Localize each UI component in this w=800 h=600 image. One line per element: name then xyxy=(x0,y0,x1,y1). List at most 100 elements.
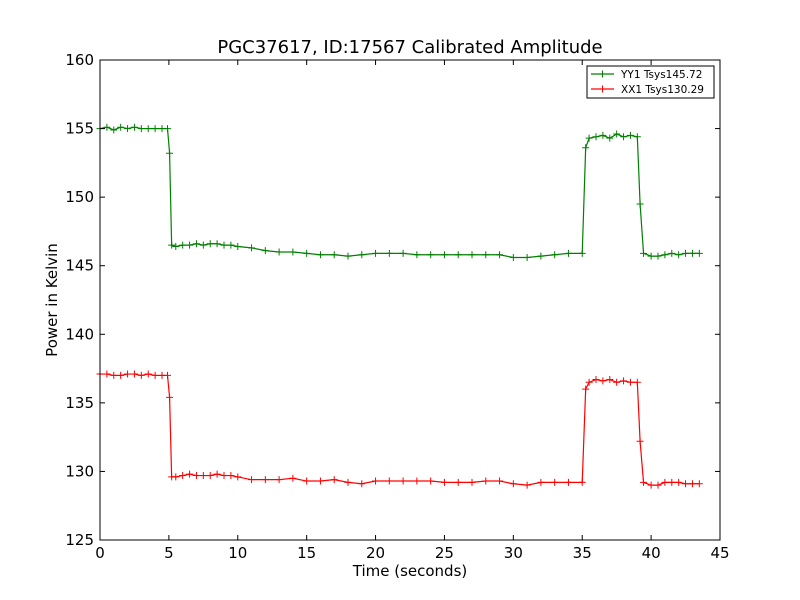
data-point xyxy=(654,252,662,260)
legend-label: XX1 Tsys130.29 xyxy=(621,84,704,96)
data-point xyxy=(316,477,324,485)
data-point xyxy=(688,249,696,257)
data-point xyxy=(172,473,180,481)
data-point xyxy=(179,241,187,249)
data-point xyxy=(124,125,132,133)
data-point xyxy=(213,240,221,248)
data-point xyxy=(454,478,462,486)
data-point xyxy=(633,133,641,141)
data-point xyxy=(427,477,435,485)
data-point xyxy=(199,241,207,249)
data-point xyxy=(620,377,628,385)
data-point xyxy=(261,247,269,255)
data-point xyxy=(654,481,662,489)
data-point xyxy=(220,241,228,249)
data-point xyxy=(640,478,648,486)
data-point xyxy=(330,476,338,484)
axis-ticks: 0 5 10 15 20 25 30 35 40 45 125 130 135 140 145 150 155 1… xyxy=(65,51,729,562)
data-point xyxy=(626,131,634,139)
y-tick-label: 145 xyxy=(65,257,94,275)
data-point xyxy=(640,249,648,257)
x-tick-label: 0 xyxy=(95,544,105,562)
data-point xyxy=(358,480,366,488)
data-point xyxy=(130,123,138,131)
data-point xyxy=(675,478,683,486)
data-point xyxy=(468,251,476,259)
data-point xyxy=(330,251,338,259)
data-point xyxy=(427,251,435,259)
x-tick-label: 40 xyxy=(642,544,661,562)
data-point xyxy=(482,251,490,259)
data-point xyxy=(186,241,194,249)
data-point xyxy=(582,385,590,393)
data-point xyxy=(213,470,221,478)
data-point xyxy=(633,378,641,386)
data-point xyxy=(248,244,256,252)
data-point xyxy=(496,251,504,259)
data-point xyxy=(275,248,283,256)
data-point xyxy=(496,477,504,485)
data-point xyxy=(248,476,256,484)
data-point xyxy=(592,376,600,384)
data-point xyxy=(582,144,590,152)
data-point xyxy=(164,371,172,379)
legend: YY1 Tsys145.72 XX1 Tsys130.29 xyxy=(586,65,715,99)
data-point xyxy=(606,134,614,142)
data-point xyxy=(578,478,586,486)
series-1 xyxy=(96,370,703,489)
data-point xyxy=(103,370,111,378)
data-point xyxy=(179,472,187,480)
data-point xyxy=(551,251,559,259)
legend-entry: YY1 Tsys145.72 xyxy=(591,69,702,81)
data-point xyxy=(103,123,111,131)
x-tick-label: 30 xyxy=(504,544,523,562)
data-point xyxy=(551,478,559,486)
data-point xyxy=(358,251,366,259)
data-point xyxy=(695,249,703,257)
x-tick-label: 15 xyxy=(297,544,316,562)
data-point xyxy=(303,477,311,485)
data-point xyxy=(661,251,669,259)
data-point xyxy=(440,251,448,259)
data-point xyxy=(124,370,132,378)
data-point xyxy=(166,149,174,157)
x-tick-label: 35 xyxy=(573,544,592,562)
data-point xyxy=(234,473,242,481)
x-tick-label: 20 xyxy=(366,544,385,562)
data-point xyxy=(399,249,407,257)
data-point xyxy=(151,371,159,379)
data-point xyxy=(344,252,352,260)
data-point xyxy=(164,125,172,133)
y-tick-label: 150 xyxy=(65,188,94,206)
x-tick-label: 25 xyxy=(435,544,454,562)
data-point xyxy=(151,125,159,133)
x-tick-label: 45 xyxy=(710,544,729,562)
data-point xyxy=(564,478,572,486)
y-tick-label: 125 xyxy=(65,531,94,549)
data-point xyxy=(372,249,380,257)
y-tick-label: 130 xyxy=(65,462,94,480)
data-point xyxy=(385,477,393,485)
data-point xyxy=(289,248,297,256)
data-point xyxy=(636,200,644,208)
x-tick-label: 5 xyxy=(164,544,174,562)
data-point xyxy=(117,371,125,379)
data-point xyxy=(413,251,421,259)
data-point xyxy=(688,480,696,488)
y-tick-label: 135 xyxy=(65,394,94,412)
data-point xyxy=(695,480,703,488)
data-point xyxy=(385,249,393,257)
data-point xyxy=(261,476,269,484)
data-point xyxy=(168,241,176,249)
data-point xyxy=(599,377,607,385)
data-point xyxy=(372,477,380,485)
data-point xyxy=(192,472,200,480)
data-point xyxy=(413,477,421,485)
y-tick-label: 155 xyxy=(65,120,94,138)
data-point xyxy=(537,252,545,260)
data-point xyxy=(564,249,572,257)
data-point xyxy=(137,371,145,379)
data-point xyxy=(144,125,152,133)
data-point xyxy=(636,437,644,445)
plot-area xyxy=(96,123,703,489)
